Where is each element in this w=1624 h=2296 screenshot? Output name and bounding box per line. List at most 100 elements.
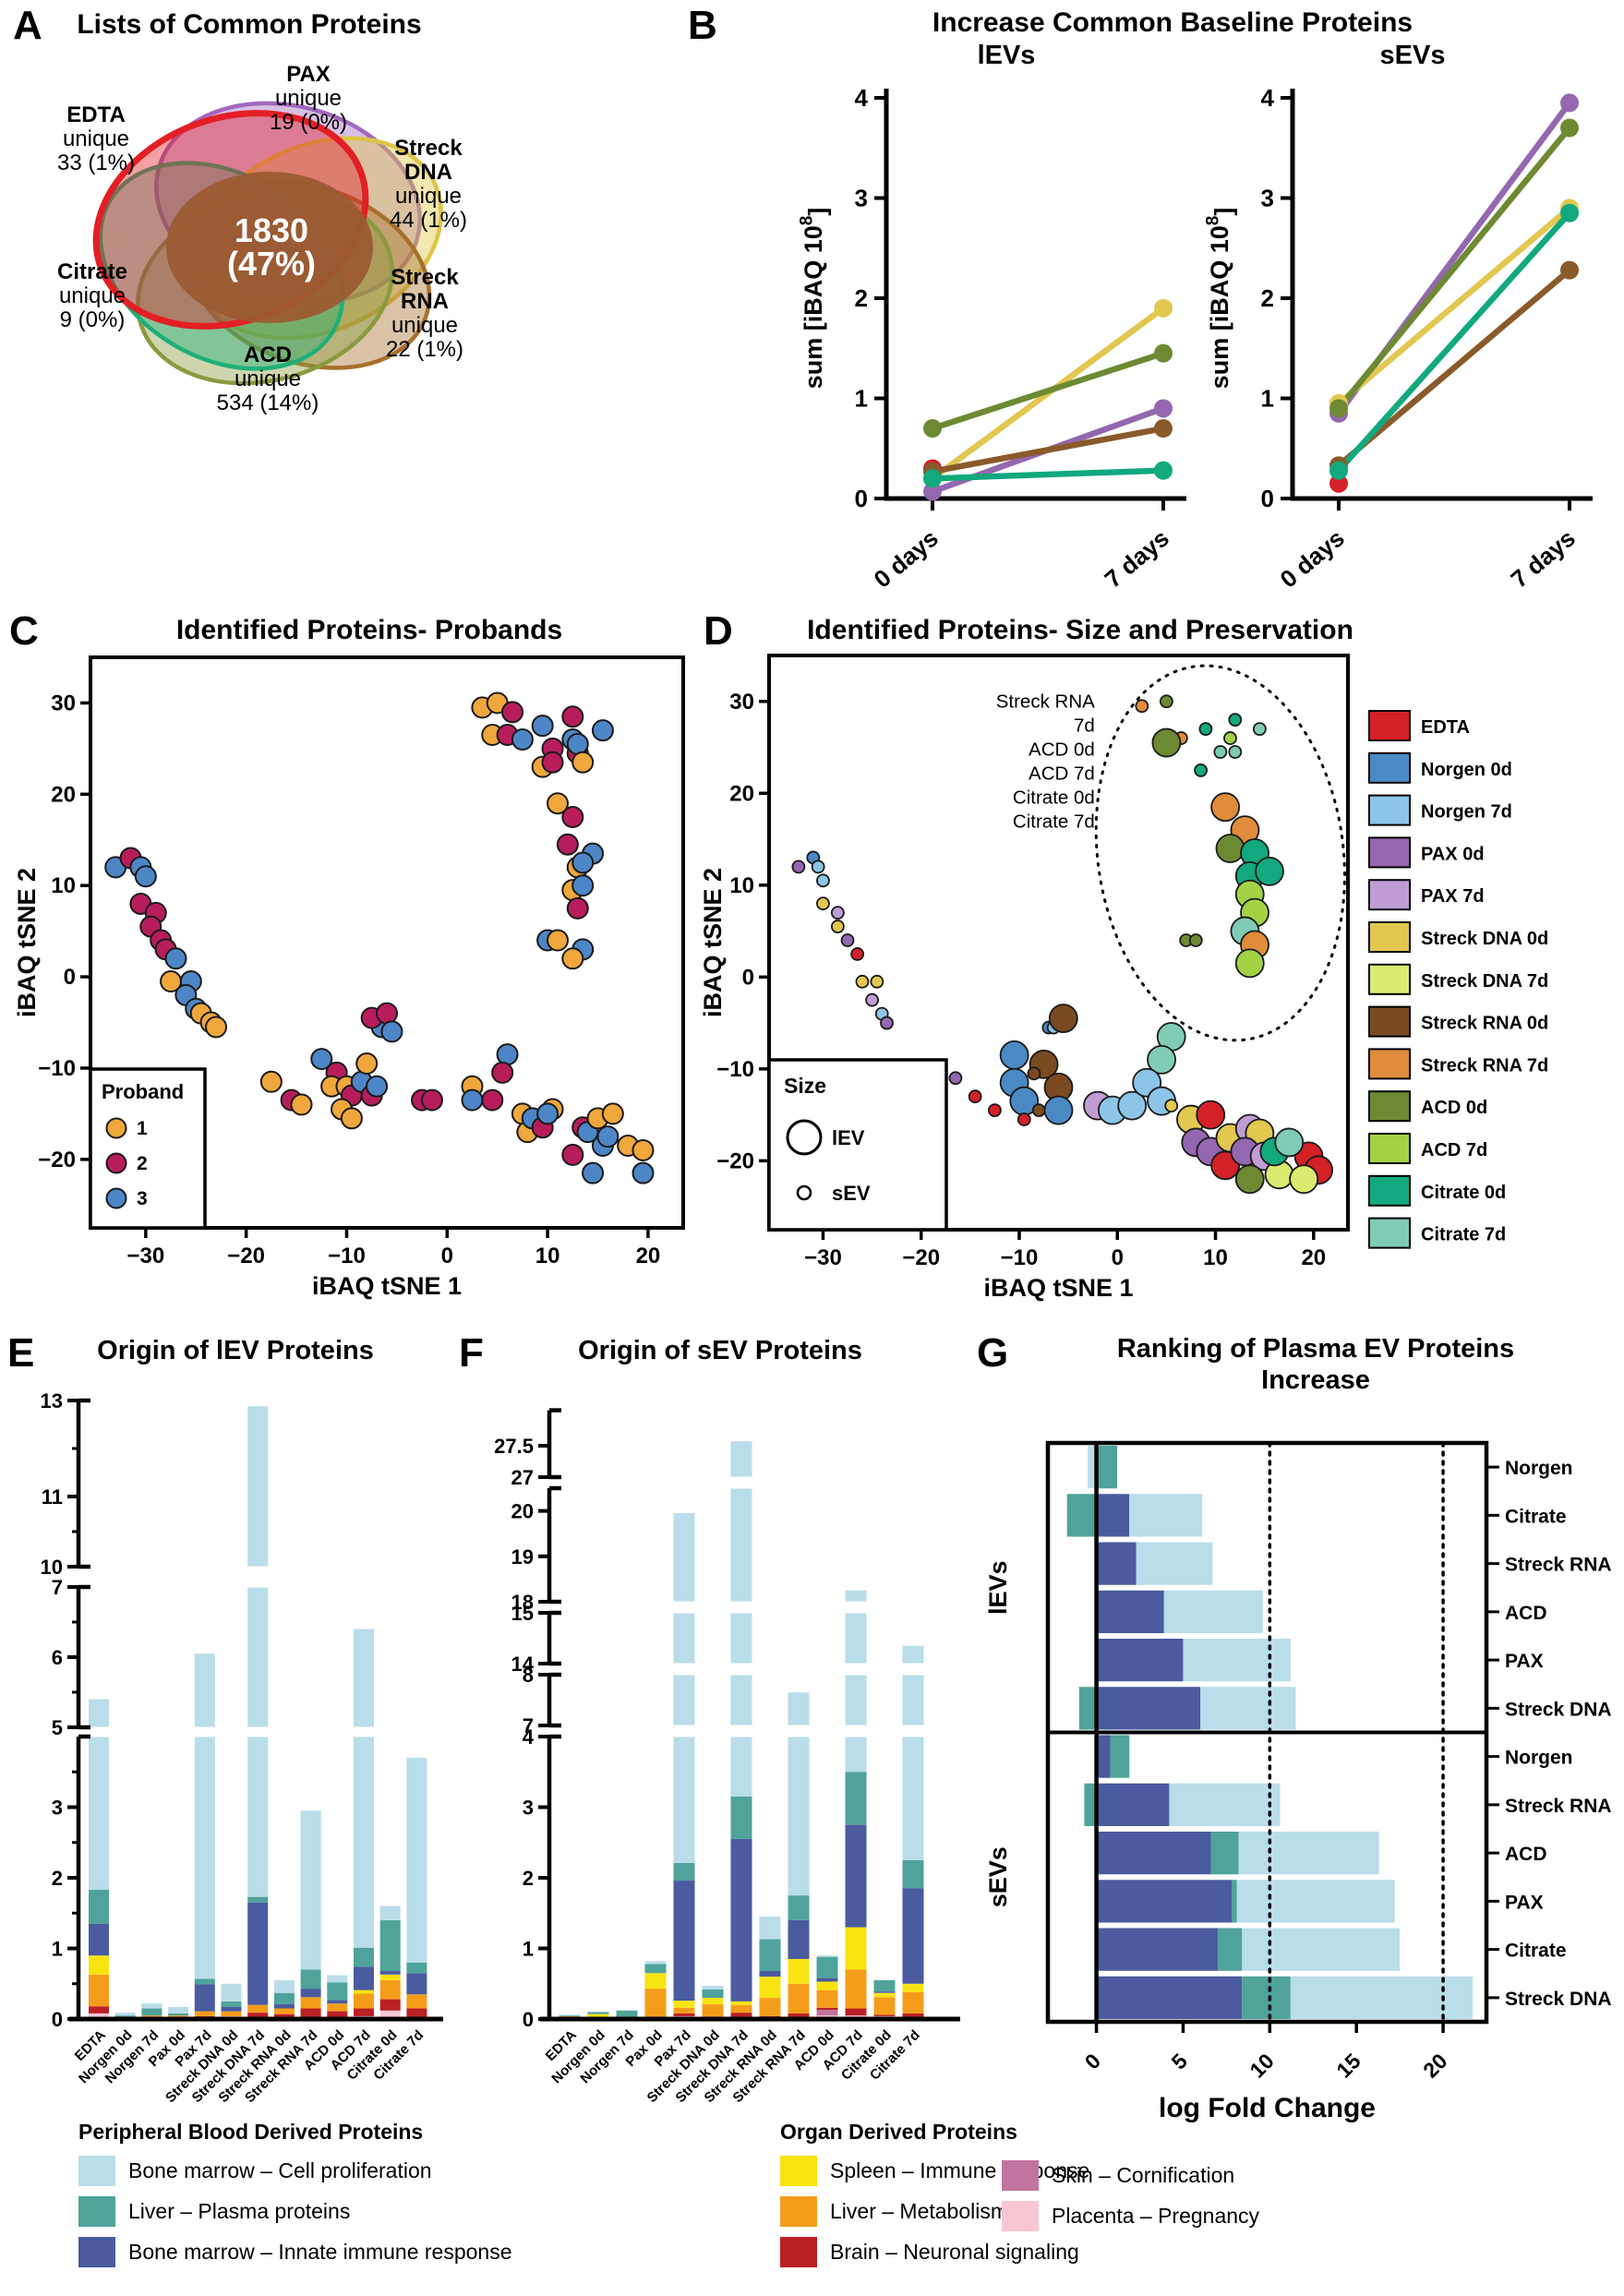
svg-text:log Fold Change: log Fold Change xyxy=(1159,2093,1376,2123)
svg-text:lEV: lEV xyxy=(832,1126,865,1149)
svg-text:Streck RNA: Streck RNA xyxy=(1505,1555,1612,1576)
legend-swatch-brain xyxy=(780,2236,817,2267)
series-Streck DNA xyxy=(1335,205,1573,407)
bar-seg xyxy=(845,1969,867,2009)
svg-text:4: 4 xyxy=(855,84,869,112)
bar-seg xyxy=(845,1824,867,1928)
svg-text:0 days: 0 days xyxy=(1275,524,1350,594)
svg-text:Streck RNA 0d: Streck RNA 0d xyxy=(1421,1014,1548,1034)
bar-seg xyxy=(247,2013,269,2018)
svg-text:−20: −20 xyxy=(902,1245,940,1270)
bar-seg xyxy=(194,1984,215,2012)
panel-letter-a: A xyxy=(13,3,42,48)
bar-seg xyxy=(114,2015,136,2017)
bar-seg xyxy=(673,1881,695,2001)
bar-seg xyxy=(902,2013,924,2017)
bar-seg xyxy=(406,2008,427,2017)
bar-seg xyxy=(873,1979,896,1992)
svg-text:15: 15 xyxy=(1331,2049,1365,2083)
bar-seg xyxy=(379,1970,401,1975)
svg-text:0: 0 xyxy=(1261,485,1274,512)
hbar-seg xyxy=(1210,1832,1239,1875)
hbar-seg xyxy=(1096,1928,1218,1971)
bar-seg xyxy=(902,1983,924,1992)
bar-seg xyxy=(873,1992,896,1998)
svg-text:Streck RNA 7d: Streck RNA 7d xyxy=(1421,1055,1548,1076)
bar-seg xyxy=(730,2013,752,2018)
svg-text:unique: unique xyxy=(63,126,129,151)
svg-text:22 (1%): 22 (1%) xyxy=(386,337,463,362)
bar-seg xyxy=(247,1896,269,1903)
legend-label: Skin – Cornification xyxy=(1052,2162,1235,2187)
legend-item-innate: Bone marrow – Innate immune response xyxy=(78,2231,512,2272)
sev-slope-chart: 0 1 2 3 4 0 days 7 days sum [iBAQ 108] xyxy=(1204,84,1593,594)
svg-text:Size: Size xyxy=(784,1074,826,1098)
bar-seg xyxy=(327,1982,348,2001)
svg-text:sEVs: sEVs xyxy=(984,1846,1012,1907)
svg-text:−20: −20 xyxy=(227,1244,265,1268)
hbar-seg xyxy=(1169,1783,1281,1826)
svg-text:Citrate: Citrate xyxy=(1505,1506,1567,1527)
bar-seg xyxy=(221,2006,242,2012)
svg-text:PAX 7d: PAX 7d xyxy=(1421,886,1485,907)
bar-seg xyxy=(247,1406,269,1897)
svg-text:0: 0 xyxy=(1112,1245,1124,1270)
series-Citrate xyxy=(1335,210,1573,474)
hbar-seg xyxy=(1183,1639,1291,1682)
svg-text:3: 3 xyxy=(523,1797,534,1820)
svg-text:Streck: Streck xyxy=(394,136,463,161)
bar-seg xyxy=(273,1992,295,2004)
svg-text:Citrate: Citrate xyxy=(1505,1941,1567,1962)
svg-text:27: 27 xyxy=(511,1466,534,1489)
hbar-seg xyxy=(1096,1687,1201,1730)
svg-text:8: 8 xyxy=(523,1664,534,1687)
svg-text:PAX 0d: PAX 0d xyxy=(1421,844,1485,864)
hbar-seg xyxy=(1088,1446,1097,1489)
hbar-seg xyxy=(1096,1832,1211,1875)
panel-letter-b: B xyxy=(688,3,717,48)
slope-points xyxy=(1329,93,1579,493)
legend-item-skin: Skin – Cornification xyxy=(1002,2155,1259,2195)
hbar-seg xyxy=(1096,1639,1184,1682)
svg-text:0: 0 xyxy=(441,1244,453,1268)
svg-text:1: 1 xyxy=(52,1938,63,1961)
svg-text:EDTA: EDTA xyxy=(66,102,126,127)
bar-seg xyxy=(379,1974,401,1980)
bar-seg xyxy=(816,1956,838,1978)
svg-text:7d: 7d xyxy=(1074,715,1095,737)
svg-text:13: 13 xyxy=(41,1389,63,1412)
bar-seg xyxy=(379,1919,401,1971)
svg-text:1: 1 xyxy=(523,1938,534,1961)
svg-text:−10: −10 xyxy=(716,1057,754,1082)
svg-text:7: 7 xyxy=(52,1576,63,1599)
hbar-seg xyxy=(1096,1783,1170,1826)
bar-seg xyxy=(902,1888,924,1984)
svg-text:−30: −30 xyxy=(804,1245,842,1270)
bar-seg xyxy=(194,1978,215,1985)
bar-seg xyxy=(788,1958,810,1984)
svg-text:4: 4 xyxy=(523,1725,535,1749)
hbar-seg xyxy=(1096,1446,1118,1489)
bar-seg xyxy=(221,2001,242,2007)
bar-seg xyxy=(788,1692,810,1896)
bar-seg xyxy=(616,2010,638,2017)
bar-seg xyxy=(788,1895,810,1920)
legend-swatch-innate xyxy=(78,2236,115,2267)
bar-seg xyxy=(194,1653,215,1979)
hbar-seg xyxy=(1136,1542,1213,1585)
svg-text:3: 3 xyxy=(855,185,868,212)
hbar-seg xyxy=(1200,1687,1296,1730)
proband-points xyxy=(104,691,655,1184)
svg-text:7 days: 7 days xyxy=(1506,524,1581,594)
bar-seg xyxy=(327,1975,348,1983)
bar-seg xyxy=(816,1981,838,1990)
svg-text:2: 2 xyxy=(52,1867,63,1890)
bar-seg xyxy=(327,2000,348,2004)
svg-text:Citrate 7d: Citrate 7d xyxy=(1421,1225,1506,1245)
hbar-seg xyxy=(1096,1590,1164,1633)
bar-seg xyxy=(845,1590,867,1773)
svg-text:19 (0%): 19 (0%) xyxy=(270,110,347,135)
bar-seg xyxy=(730,1797,752,1839)
svg-text:10: 10 xyxy=(51,873,76,898)
